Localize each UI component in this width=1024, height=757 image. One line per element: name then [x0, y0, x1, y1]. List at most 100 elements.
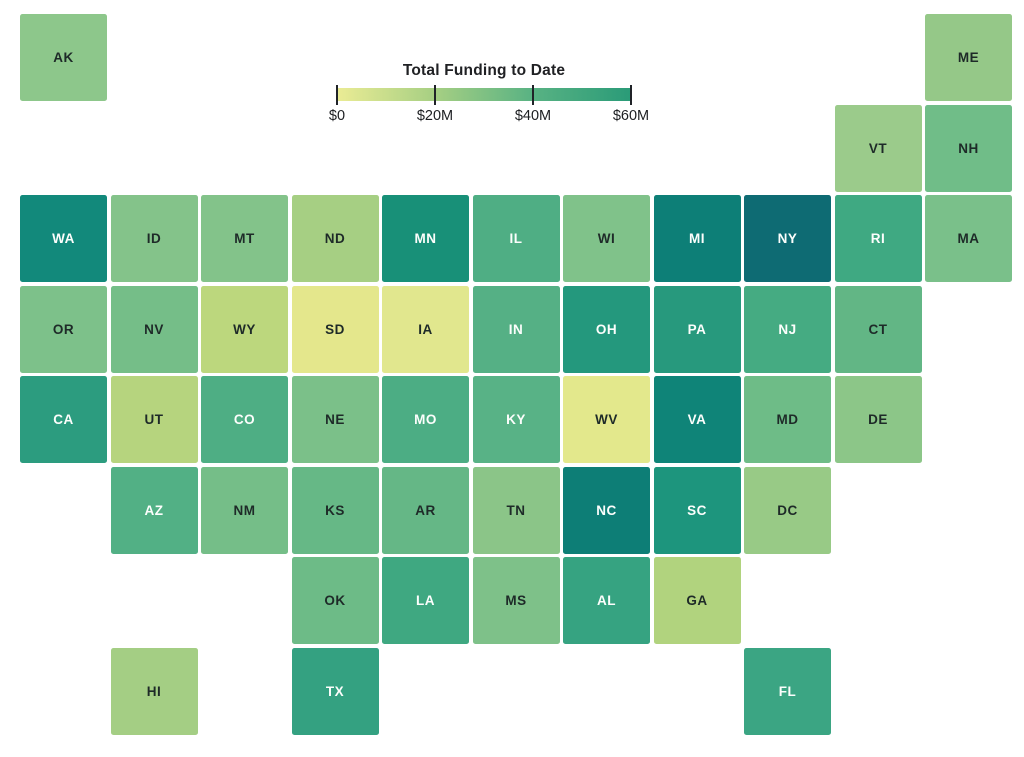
state-tile-ks[interactable]: KS: [291, 466, 379, 554]
state-tile-dc[interactable]: DC: [744, 466, 831, 554]
state-label: RI: [870, 231, 886, 246]
state-label: MN: [414, 231, 437, 246]
state-tile-co[interactable]: CO: [201, 376, 288, 463]
state-tile-md[interactable]: MD: [744, 376, 831, 463]
state-label: AL: [597, 593, 616, 608]
state-label: CT: [868, 321, 888, 337]
state-label: WA: [52, 231, 75, 246]
state-tile-me[interactable]: ME: [925, 14, 1012, 101]
state-tile-wi[interactable]: WI: [563, 195, 650, 282]
state-label: WY: [233, 321, 256, 337]
state-label: MS: [505, 593, 527, 608]
state-label: PA: [687, 321, 707, 337]
legend-gradient-bar: $0 $20M $40M $60M: [329, 85, 649, 124]
state-tile-hi[interactable]: HI: [110, 647, 198, 735]
legend-tick-label: $40M: [514, 108, 552, 124]
state-label: NE: [325, 412, 345, 427]
state-tile-nm[interactable]: NM: [201, 466, 288, 554]
state-tile-mo[interactable]: MO: [382, 376, 469, 463]
state-tile-ne[interactable]: NE: [291, 376, 379, 463]
state-label: SC: [687, 502, 707, 518]
state-label: GA: [686, 593, 708, 608]
state-tile-pa[interactable]: PA: [653, 285, 741, 373]
state-tile-wv[interactable]: WV: [563, 376, 650, 463]
state-tile-sd[interactable]: SD: [291, 285, 379, 373]
state-tile-ky[interactable]: KY: [472, 376, 560, 463]
state-label: NJ: [778, 321, 797, 337]
state-label: MO: [414, 412, 437, 427]
legend-tick-label: $0: [328, 108, 346, 124]
state-label: IA: [418, 321, 433, 337]
state-tile-in[interactable]: IN: [472, 285, 560, 373]
state-tile-oh[interactable]: OH: [563, 285, 650, 373]
legend-tick-label: $60M: [612, 108, 650, 124]
state-label: KY: [506, 412, 526, 427]
state-label: MT: [234, 231, 255, 246]
state-label: UT: [144, 412, 164, 427]
state-tile-ar[interactable]: AR: [382, 466, 469, 554]
state-label: DE: [868, 412, 888, 427]
state-label: VA: [687, 412, 707, 427]
state-tile-ca[interactable]: CA: [20, 376, 107, 463]
state-label: NM: [233, 502, 256, 518]
state-tile-tn[interactable]: TN: [472, 466, 560, 554]
state-tile-mn[interactable]: MN: [382, 195, 469, 282]
state-tile-ma[interactable]: MA: [925, 195, 1012, 282]
state-label: NH: [958, 140, 979, 156]
state-label: NY: [777, 231, 798, 246]
state-label: MD: [776, 412, 799, 427]
state-label: KS: [325, 502, 345, 518]
legend-title: Total Funding to Date: [402, 62, 566, 79]
state-label: MI: [689, 231, 705, 246]
state-tile-ct[interactable]: CT: [834, 285, 922, 373]
state-label: AR: [415, 502, 436, 518]
state-tile-fl[interactable]: FL: [744, 647, 831, 735]
state-label: NC: [596, 502, 617, 518]
state-tile-de[interactable]: DE: [834, 376, 922, 463]
state-label: ID: [146, 231, 162, 246]
legend-tick: [532, 85, 534, 105]
state-tile-nj[interactable]: NJ: [744, 285, 831, 373]
state-tile-vt[interactable]: VT: [834, 104, 922, 192]
state-tile-sc[interactable]: SC: [653, 466, 741, 554]
state-label: FL: [778, 683, 797, 699]
state-tile-mt[interactable]: MT: [201, 195, 288, 282]
state-label: CO: [233, 412, 256, 427]
state-label: TX: [325, 683, 345, 699]
state-tile-id[interactable]: ID: [110, 195, 198, 282]
state-label: SD: [325, 321, 345, 337]
state-label: VT: [868, 140, 888, 156]
state-tile-tx[interactable]: TX: [291, 647, 379, 735]
state-tile-ut[interactable]: UT: [110, 376, 198, 463]
state-label: CA: [53, 412, 74, 427]
state-tile-al[interactable]: AL: [563, 557, 650, 644]
state-tile-nh[interactable]: NH: [925, 104, 1012, 192]
state-tile-ny[interactable]: NY: [744, 195, 831, 282]
state-tile-ga[interactable]: GA: [653, 557, 741, 644]
state-tile-ms[interactable]: MS: [472, 557, 560, 644]
state-tile-ia[interactable]: IA: [382, 285, 469, 373]
state-label: OR: [52, 321, 75, 337]
state-tile-ri[interactable]: RI: [834, 195, 922, 282]
state-tile-ok[interactable]: OK: [291, 557, 379, 644]
state-tile-il[interactable]: IL: [472, 195, 560, 282]
state-label: WI: [597, 231, 616, 246]
state-tile-wy[interactable]: WY: [201, 285, 288, 373]
state-tile-va[interactable]: VA: [653, 376, 741, 463]
state-tile-az[interactable]: AZ: [110, 466, 198, 554]
legend-tick: [434, 85, 436, 105]
state-tile-nc[interactable]: NC: [563, 466, 650, 554]
state-label: ME: [957, 50, 980, 65]
state-tile-or[interactable]: OR: [20, 285, 107, 373]
state-label: OK: [324, 593, 346, 608]
legend-tick-label: $20M: [416, 108, 454, 124]
state-tile-la[interactable]: LA: [382, 557, 469, 644]
state-label: MA: [957, 231, 980, 246]
state-tile-nv[interactable]: NV: [110, 285, 198, 373]
state-tile-nd[interactable]: ND: [291, 195, 379, 282]
state-tile-wa[interactable]: WA: [20, 195, 107, 282]
state-tile-mi[interactable]: MI: [653, 195, 741, 282]
state-tile-ak[interactable]: AK: [20, 14, 107, 101]
state-label: TN: [506, 502, 526, 518]
